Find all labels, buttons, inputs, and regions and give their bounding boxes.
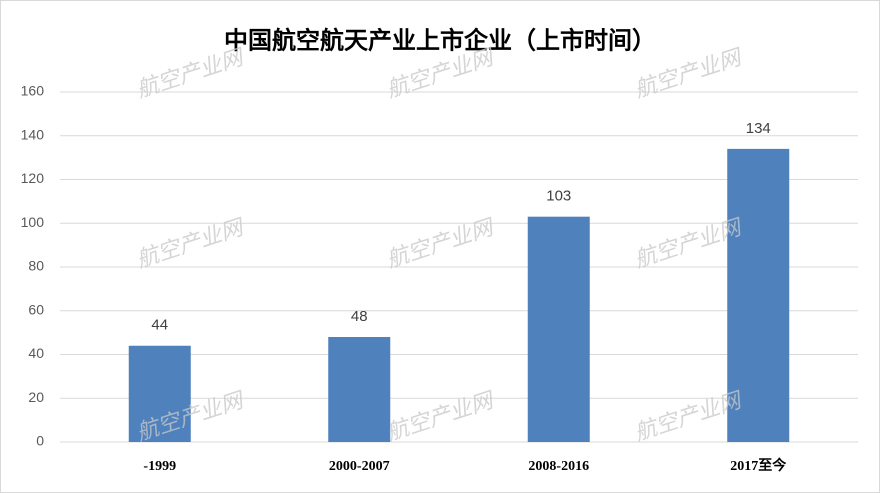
y-tick-label: 120 — [21, 170, 45, 186]
data-label: 103 — [546, 188, 571, 205]
y-tick-label: 140 — [21, 126, 45, 142]
y-tick-label: 0 — [36, 433, 44, 449]
y-tick-label: 100 — [21, 214, 45, 230]
y-tick-label: 40 — [28, 345, 44, 361]
bar — [328, 337, 391, 442]
bar — [527, 216, 590, 442]
y-tick-label: 20 — [28, 389, 44, 405]
y-tick-label: 160 — [21, 83, 45, 99]
x-tick-label: 2017至今 — [730, 457, 786, 474]
x-tick-label: 2000-2007 — [329, 459, 390, 474]
x-tick-label: -1999 — [143, 459, 176, 474]
y-tick-label: 80 — [28, 258, 44, 274]
chart-title: 中国航空航天产业上市企业（上市时间） — [224, 26, 656, 54]
data-label: 48 — [351, 308, 368, 325]
bar — [128, 345, 191, 442]
bar — [727, 148, 790, 442]
data-label: 134 — [746, 120, 771, 137]
data-label: 44 — [151, 317, 168, 334]
y-tick-label: 60 — [28, 301, 44, 317]
x-tick-label: 2008-2016 — [528, 459, 589, 474]
